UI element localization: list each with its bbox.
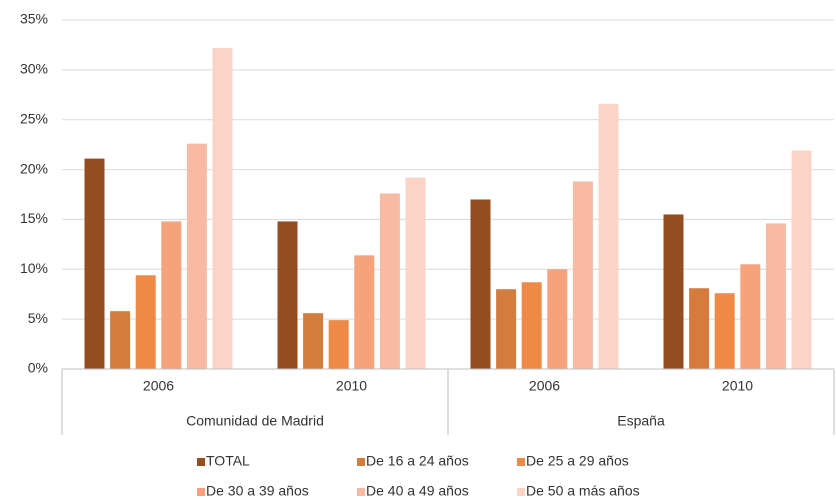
legend-label: De 50 a más años bbox=[526, 483, 640, 499]
y-tick-label: 15% bbox=[20, 210, 48, 226]
bar bbox=[405, 177, 426, 369]
legend-swatch bbox=[197, 458, 205, 466]
x-tick-label: 2006 bbox=[529, 378, 560, 394]
bar bbox=[470, 199, 491, 369]
legend-swatch bbox=[517, 458, 525, 466]
bar bbox=[765, 223, 786, 369]
bar bbox=[135, 275, 156, 369]
bar bbox=[572, 181, 593, 369]
legend-swatch bbox=[357, 488, 365, 496]
bar bbox=[791, 150, 812, 369]
y-tick-label: 10% bbox=[20, 260, 48, 276]
y-tick-label: 30% bbox=[20, 61, 48, 77]
legend-label: De 25 a 29 años bbox=[526, 453, 629, 469]
bar bbox=[689, 288, 710, 369]
bar bbox=[354, 255, 375, 369]
legend-label: De 30 a 39 años bbox=[206, 483, 309, 499]
y-tick-label: 35% bbox=[20, 11, 48, 27]
x-tick-label: 2010 bbox=[336, 378, 367, 394]
legend-label: TOTAL bbox=[206, 453, 250, 469]
y-tick-label: 20% bbox=[20, 160, 48, 176]
bar bbox=[740, 264, 761, 369]
bar bbox=[161, 221, 182, 369]
y-tick-label: 0% bbox=[28, 360, 48, 376]
bar bbox=[186, 143, 207, 369]
y-tick-label: 5% bbox=[28, 310, 48, 326]
legend-label: De 16 a 24 años bbox=[366, 453, 469, 469]
group-label: España bbox=[617, 413, 665, 429]
bar bbox=[277, 221, 298, 369]
legend-label: De 40 a 49 años bbox=[366, 483, 469, 499]
bar bbox=[303, 313, 324, 369]
legend-swatch bbox=[517, 488, 525, 496]
bar bbox=[521, 282, 542, 369]
y-tick-label: 25% bbox=[20, 110, 48, 126]
bar bbox=[663, 214, 684, 369]
x-tick-label: 2010 bbox=[722, 378, 753, 394]
bar bbox=[714, 293, 735, 369]
bar bbox=[84, 158, 105, 369]
bar bbox=[212, 47, 233, 370]
bar bbox=[328, 320, 349, 369]
legend-swatch bbox=[357, 458, 365, 466]
legend-swatch bbox=[197, 488, 205, 496]
group-label: Comunidad de Madrid bbox=[186, 413, 324, 429]
bar bbox=[110, 311, 131, 369]
bar bbox=[379, 193, 400, 369]
bar bbox=[547, 269, 568, 369]
x-tick-label: 2006 bbox=[143, 378, 174, 394]
bar bbox=[598, 103, 619, 369]
bar bbox=[496, 289, 517, 369]
